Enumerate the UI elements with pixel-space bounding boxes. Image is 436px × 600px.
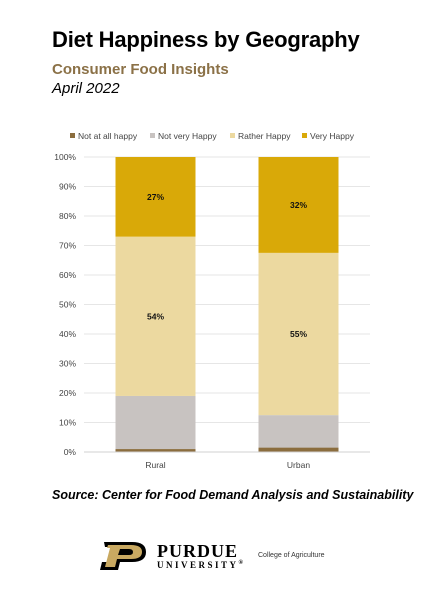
bar-segment: [115, 395, 196, 450]
y-tick-label: 70%: [59, 241, 76, 251]
source-note: Source: Center for Food Demand Analysis …: [52, 488, 414, 502]
purdue-p-logo-icon: [100, 542, 146, 570]
legend-label: Not very Happy: [158, 131, 217, 141]
x-tick-label: Rural: [145, 460, 165, 470]
data-label: 32%: [290, 200, 307, 210]
legend-swatch: [70, 133, 75, 138]
y-tick-label: 80%: [59, 211, 76, 221]
bar-segment: [258, 447, 339, 452]
y-tick-label: 0%: [64, 447, 77, 457]
bar-segment: [258, 415, 339, 448]
chart-subtitle: Consumer Food Insights: [52, 61, 229, 78]
bar-segment: [115, 236, 196, 396]
legend-label: Not at all happy: [78, 131, 138, 141]
y-tick-label: 100%: [54, 152, 76, 162]
data-label: 27%: [147, 192, 164, 202]
legend-swatch: [230, 133, 235, 138]
data-label: 54%: [147, 311, 164, 321]
bar-segment: [258, 252, 339, 416]
bar-segment: [115, 449, 196, 452]
data-label: 55%: [290, 329, 307, 339]
legend-label: Very Happy: [310, 131, 355, 141]
university-wordmark: UNIVERSITY®: [157, 560, 243, 570]
chart-date: April 2022: [52, 80, 120, 97]
bar-segment: [115, 157, 196, 237]
y-tick-label: 40%: [59, 329, 76, 339]
y-tick-label: 10%: [59, 418, 76, 428]
y-tick-label: 30%: [59, 359, 76, 369]
legend-swatch: [150, 133, 155, 138]
y-tick-label: 60%: [59, 270, 76, 280]
y-tick-label: 90%: [59, 182, 76, 192]
purdue-wordmark: PURDUE: [157, 541, 238, 561]
y-tick-label: 50%: [59, 300, 76, 310]
bar-segment: [258, 157, 339, 253]
chart-title: Diet Happiness by Geography: [52, 27, 360, 52]
y-tick-label: 20%: [59, 388, 76, 398]
stacked-bar-chart: Not at all happy Not very Happy Rather Hap…: [54, 131, 370, 470]
x-tick-label: Urban: [287, 460, 310, 470]
legend-swatch: [302, 133, 307, 138]
college-label: College of Agriculture: [258, 552, 325, 559]
legend-label: Rather Happy: [238, 131, 291, 141]
